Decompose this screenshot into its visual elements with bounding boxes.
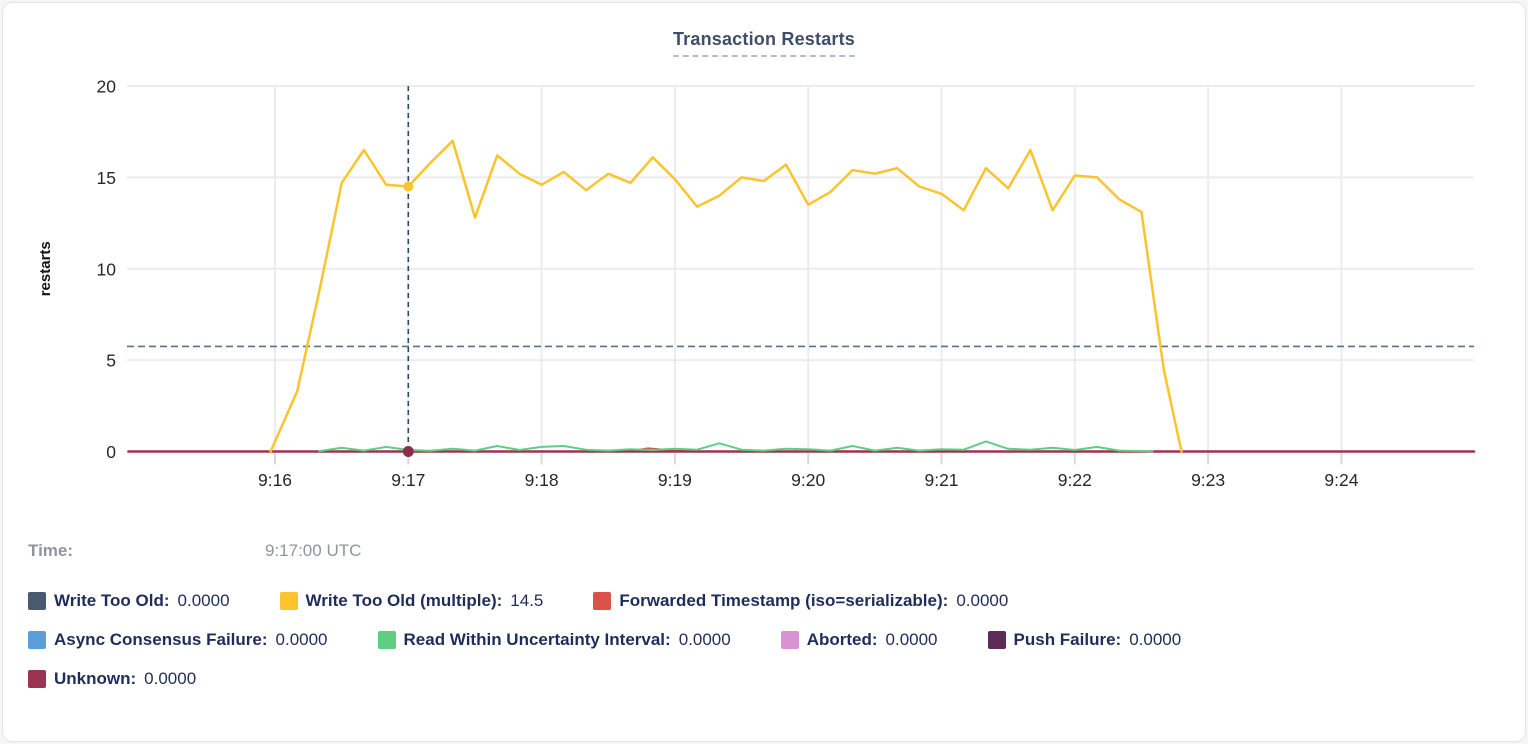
legend-label: Unknown: — [54, 669, 137, 688]
legend-label: Push Failure: — [1013, 630, 1122, 649]
series-line-read-within-uncertainty-interval — [318, 440, 1154, 453]
hover-time-row: Time: 9:17:00 UTC — [28, 541, 361, 561]
y-axis-tick-label: 15 — [97, 168, 116, 188]
chart-title[interactable]: Transaction Restarts — [672, 29, 856, 57]
legend-swatch-push-failure — [987, 631, 1006, 649]
legend-label: Async Consensus Failure: — [54, 630, 268, 649]
legend-value: 0.0000 — [678, 630, 731, 649]
legend-label: Read Within Uncertainty Interval: — [403, 630, 671, 649]
legend-item-read-within-uncertainty-interval: Read Within Uncertainty Interval: 0.0000 — [377, 630, 731, 650]
gridlines: 0 5 10 15 20 9:16 9:17 9:18 9:19 9:20 9:21 9:22 9:23… — [97, 77, 1474, 490]
x-axis-tick-label: 9:17 — [391, 470, 425, 490]
legend-item-async-consensus-failure: Async Consensus Failure: 0.0000 — [28, 630, 328, 650]
x-axis-tick-label: 9:20 — [791, 470, 825, 490]
legend-swatch-async-consensus-failure — [28, 631, 46, 649]
chart-legend: Write Too Old: 0.0000 Write Too Old (multi… — [28, 591, 1500, 708]
y-axis-tick-label: 0 — [106, 442, 116, 462]
transaction-restarts-chart[interactable]: 0 5 10 15 20 9:16 9:17 9:18 9:19 9:20 9:21 9:22 9:23… — [3, 3, 1528, 508]
time-label: Time: — [28, 541, 74, 560]
legend-item-forwarded-timestamp-iso-serializable: Forwarded Timestamp (iso=serializable): 0… — [593, 591, 1008, 611]
legend-item-write-too-old-multiple: Write Too Old (multiple): 14.5 — [279, 591, 544, 611]
legend-item-push-failure: Push Failure: 0.0000 — [987, 630, 1182, 650]
x-axis-tick-label: 9:21 — [924, 470, 958, 490]
y-axis-tick-label: 20 — [97, 77, 117, 97]
legend-swatch-write-too-old-multiple — [279, 592, 298, 610]
y-axis-tick-label: 10 — [97, 259, 117, 279]
legend-swatch-write-too-old — [28, 592, 46, 610]
hover-dot-write-too-old-multiple — [403, 181, 414, 192]
legend-row: Unknown: 0.0000 — [28, 669, 1500, 689]
x-axis-tick-label: 9:19 — [658, 470, 692, 490]
x-axis-tick-label: 9:23 — [1191, 470, 1225, 490]
legend-value: 0.0000 — [177, 591, 230, 610]
series-line-write-too-old-multiple — [269, 139, 1183, 453]
legend-row: Write Too Old: 0.0000 Write Too Old (multi… — [28, 591, 1500, 611]
time-value: 9:17:00 UTC — [265, 541, 362, 560]
legend-value: 0.0000 — [956, 591, 1009, 610]
x-axis-tick-label: 9:24 — [1324, 470, 1358, 490]
legend-item-write-too-old: Write Too Old: 0.0000 — [28, 591, 230, 611]
y-axis-tick-label: 5 — [106, 351, 116, 371]
chart-title-wrap: Transaction Restarts — [3, 29, 1525, 57]
legend-row: Async Consensus Failure: 0.0000 Read Withi… — [28, 630, 1500, 650]
x-axis-tick-label: 9:18 — [525, 470, 559, 490]
legend-value: 0.0000 — [144, 669, 197, 688]
legend-value: 0.0000 — [275, 630, 328, 649]
legend-swatch-forwarded-timestamp-iso-serializable — [593, 592, 612, 610]
legend-item-aborted: Aborted: 0.0000 — [780, 630, 938, 650]
legend-value: 14.5 — [510, 591, 544, 610]
legend-label: Write Too Old (multiple): — [305, 591, 503, 610]
legend-label: Aborted: — [806, 630, 878, 649]
legend-swatch-aborted — [780, 631, 799, 649]
legend-label: Forwarded Timestamp (iso=serializable): — [619, 591, 949, 610]
legend-item-unknown: Unknown: 0.0000 — [28, 669, 196, 689]
x-axis-tick-label: 9:22 — [1058, 470, 1092, 490]
legend-value: 0.0000 — [1129, 630, 1182, 649]
legend-label: Write Too Old: — [54, 591, 170, 610]
y-axis-label: restarts — [37, 241, 54, 296]
legend-value: 0.0000 — [885, 630, 938, 649]
legend-swatch-read-within-uncertainty-interval — [377, 631, 396, 649]
hover-dot-unknown — [402, 446, 414, 457]
x-axis-tick-label: 9:16 — [258, 470, 292, 490]
legend-swatch-unknown — [28, 670, 46, 688]
